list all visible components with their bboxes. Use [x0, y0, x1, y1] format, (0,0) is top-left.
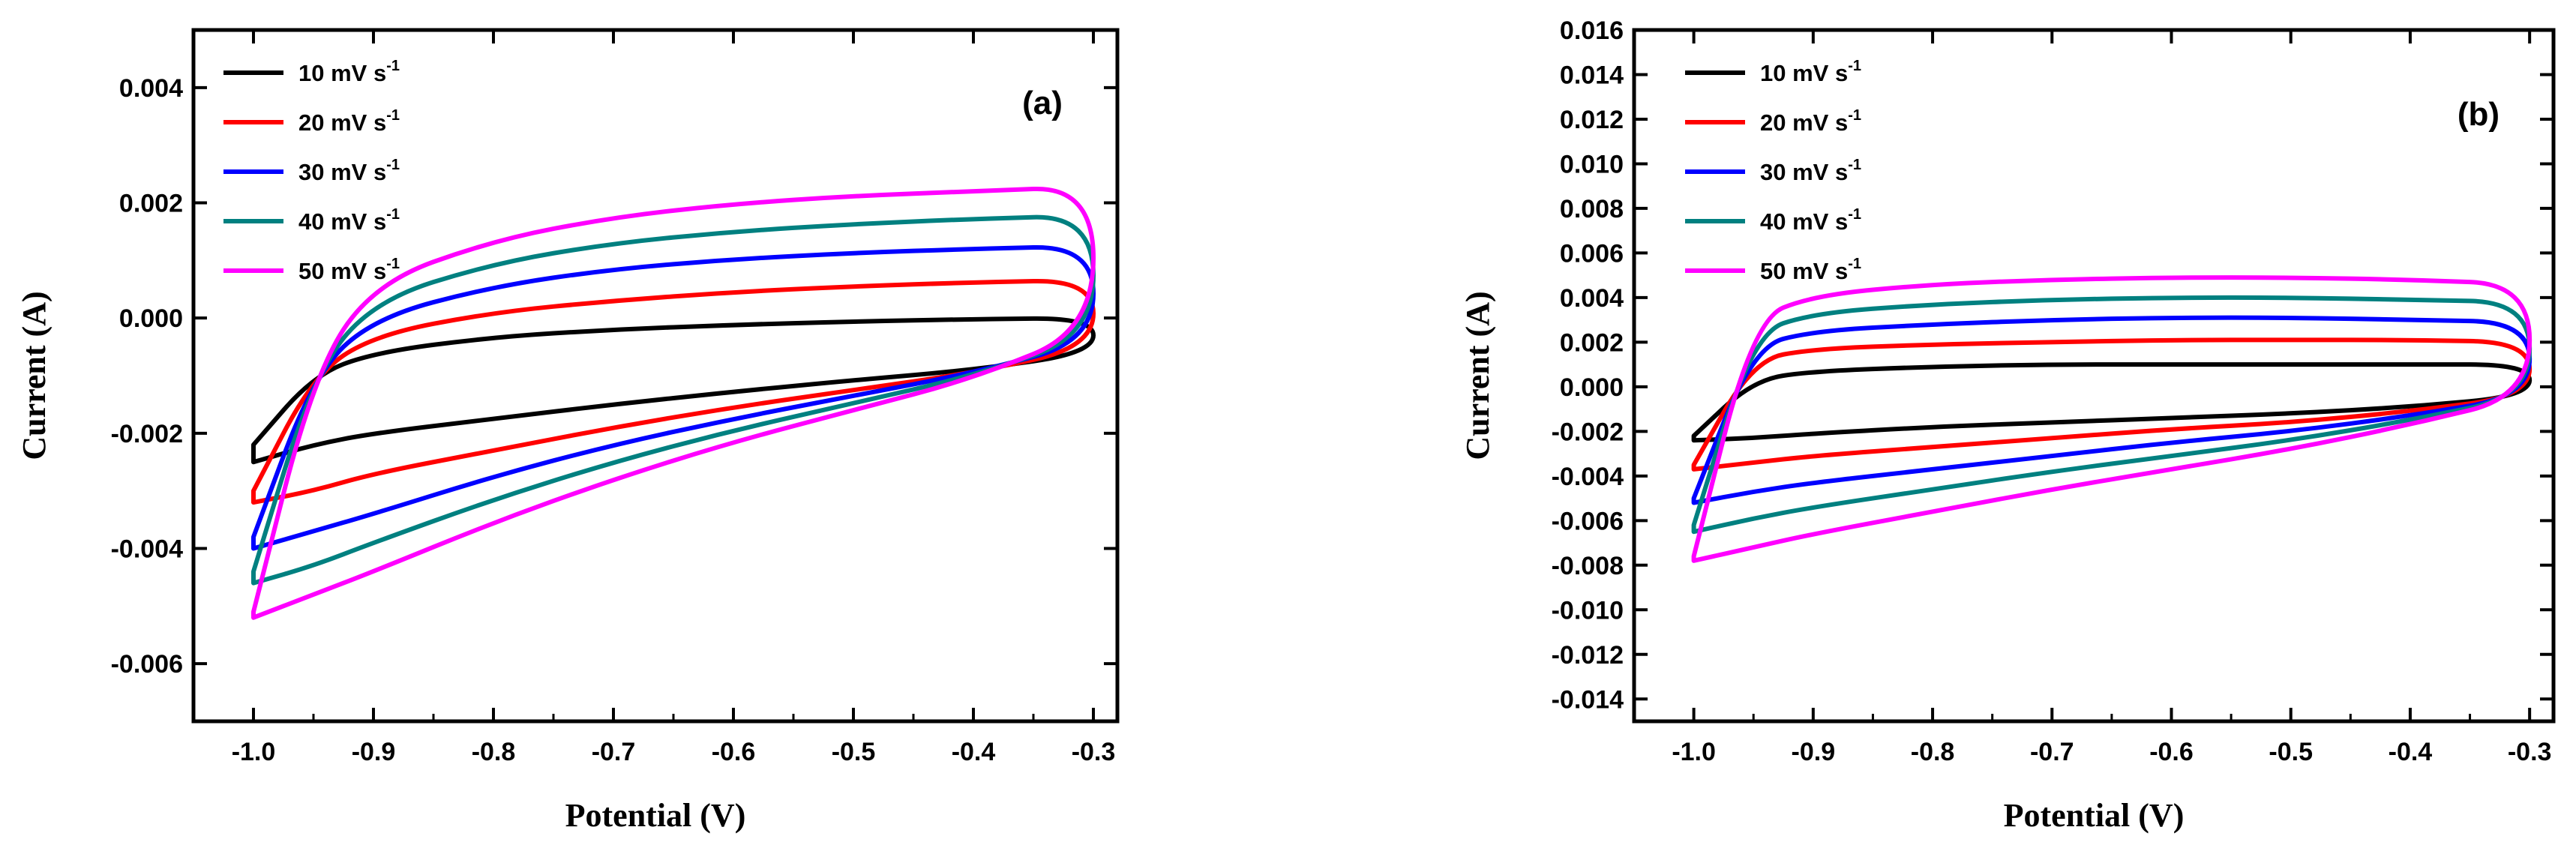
- x-tick-label: -0.9: [352, 738, 396, 766]
- legend-label: 40 mV s-1: [298, 206, 400, 235]
- panel-label: (b): [2458, 96, 2500, 133]
- x-tick-label: -0.3: [1072, 738, 1116, 766]
- legend-unit-superscript: -1: [1848, 58, 1861, 74]
- legend-unit-superscript: -1: [1848, 206, 1861, 223]
- cv-loop-series: [1691, 337, 2533, 472]
- plot-frame: [191, 28, 1120, 724]
- legend-label: 50 mV s-1: [298, 256, 400, 284]
- y-tick-label: -0.008: [1552, 552, 1624, 580]
- y-axis-title: Current (A): [1459, 291, 1496, 460]
- cv-loop-series: [1691, 315, 2533, 505]
- x-tick-label: -0.3: [2508, 738, 2552, 766]
- legend-unit-superscript: -1: [386, 256, 400, 272]
- y-tick-label: 0.012: [1560, 106, 1624, 134]
- y-tick-label: 0.000: [119, 304, 183, 333]
- cv-loop-series: [251, 187, 1096, 620]
- plot-frame: [1632, 28, 2556, 724]
- y-tick-label: 0.006: [1560, 239, 1624, 268]
- y-tick-label: -0.006: [111, 650, 183, 679]
- y-tick-label: 0.004: [119, 74, 183, 103]
- legend-label: 30 mV s-1: [1760, 157, 1861, 185]
- legend-unit-superscript: -1: [1848, 107, 1861, 124]
- x-axis-title: Potential (V): [565, 797, 746, 834]
- x-tick-label: -0.5: [832, 738, 876, 766]
- x-tick-label: -0.6: [712, 738, 756, 766]
- y-tick-label: 0.004: [1560, 284, 1624, 313]
- x-tick-label: -0.7: [592, 738, 636, 766]
- cv-loop-series: [1691, 295, 2533, 535]
- chart-panel-a: -1.0 -0.9 -0.8 -0.7 -0.6 -0.5 -0.4 -0.3 -0.006 -0…: [16, 28, 1120, 834]
- x-tick-label: -1.0: [232, 738, 276, 766]
- y-tick-label: 0.002: [1560, 328, 1624, 357]
- y-tick-label: 0.014: [1560, 61, 1624, 89]
- legend-label: 20 mV s-1: [1760, 107, 1861, 136]
- legend-label: 40 mV s-1: [1760, 206, 1861, 235]
- y-tick-label: 0.008: [1560, 195, 1624, 223]
- x-tick-label: -0.6: [2149, 738, 2194, 766]
- legend-unit-superscript: -1: [386, 58, 400, 74]
- panel-label: (a): [1022, 85, 1063, 121]
- cv-loop-series: [251, 245, 1096, 551]
- y-tick-label: -0.002: [111, 420, 183, 448]
- y-tick-label: -0.002: [1552, 418, 1624, 446]
- y-tick-label: 0.010: [1560, 150, 1624, 178]
- chart-panel-b: -1.0 -0.9 -0.8 -0.7 -0.6 -0.5 -0.4 -0.3 -0.014 -0…: [1459, 16, 2556, 834]
- cv-loop-series: [1691, 362, 2533, 443]
- legend-label: 30 mV s-1: [298, 157, 400, 185]
- legend-label: 10 mV s-1: [298, 58, 400, 86]
- x-tick-label: -1.0: [1672, 738, 1716, 766]
- legend-unit-superscript: -1: [1848, 157, 1861, 173]
- y-tick-label: -0.010: [1552, 596, 1624, 625]
- cv-loop-series: [251, 214, 1096, 586]
- y-tick-label: -0.014: [1552, 685, 1624, 714]
- legend-unit-superscript: -1: [386, 107, 400, 124]
- y-tick-label: -0.006: [1552, 507, 1624, 535]
- cv-loop-series: [1691, 275, 2533, 563]
- y-tick-label: -0.004: [111, 535, 183, 564]
- legend-unit-superscript: -1: [1848, 256, 1861, 272]
- x-tick-label: -0.8: [472, 738, 516, 766]
- y-tick-label: -0.012: [1552, 641, 1624, 670]
- x-tick-label: -0.8: [1911, 738, 1955, 766]
- cv-loop-series: [251, 278, 1096, 505]
- legend-unit-superscript: -1: [386, 206, 400, 223]
- x-tick-label: -0.5: [2269, 738, 2313, 766]
- y-tick-label: 0.016: [1560, 16, 1624, 45]
- x-tick-label: -0.4: [2389, 738, 2433, 766]
- legend-label: 10 mV s-1: [1760, 58, 1861, 86]
- x-tick-label: -0.9: [1792, 738, 1836, 766]
- legend-label: 20 mV s-1: [298, 107, 400, 136]
- y-tick-label: 0.002: [119, 190, 183, 218]
- y-axis-title: Current (A): [16, 291, 52, 460]
- x-axis-title: Potential (V): [2004, 797, 2185, 834]
- legend-unit-superscript: -1: [386, 157, 400, 173]
- y-tick-label: 0.000: [1560, 373, 1624, 402]
- x-tick-label: -0.7: [2030, 738, 2074, 766]
- legend-label: 50 mV s-1: [1760, 256, 1861, 284]
- x-tick-label: -0.4: [952, 738, 996, 766]
- y-tick-label: -0.004: [1552, 463, 1624, 491]
